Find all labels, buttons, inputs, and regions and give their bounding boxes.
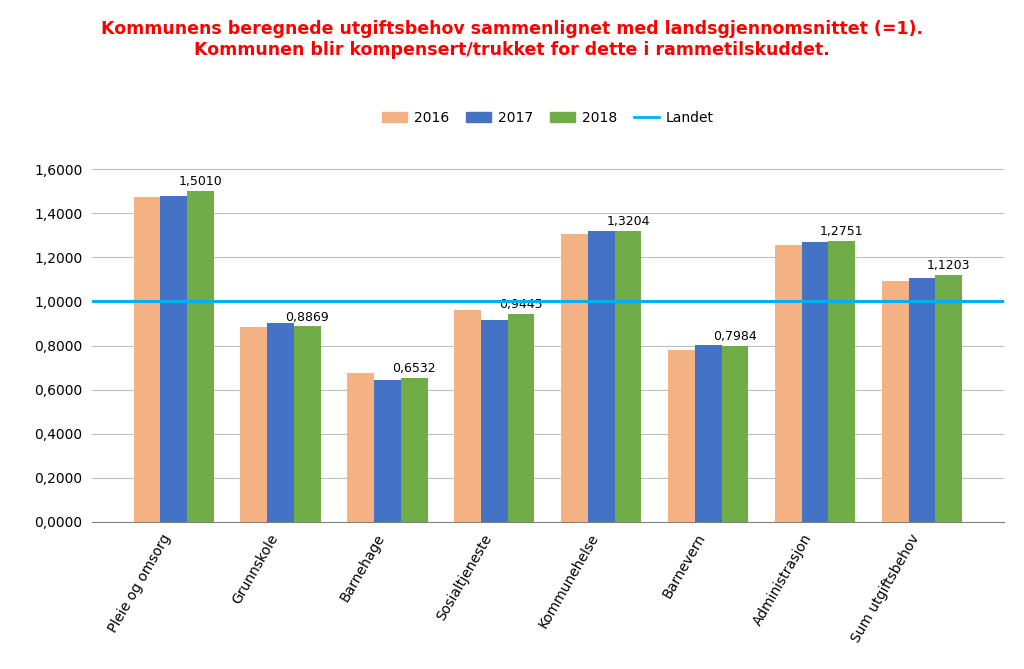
Bar [187, 191, 214, 522]
Bar [935, 275, 963, 522]
Bar [588, 231, 614, 522]
Text: 1,1203: 1,1203 [927, 259, 971, 272]
Bar [294, 326, 321, 522]
Text: 1,5010: 1,5010 [178, 175, 222, 188]
Bar [908, 278, 935, 522]
Bar [722, 346, 749, 522]
Text: Kommunens beregnede utgiftsbehov sammenlignet med landsgjennomsnittet (=1).
Komm: Kommunens beregnede utgiftsbehov sammenl… [101, 20, 923, 59]
Bar [455, 310, 481, 522]
Bar [802, 242, 828, 522]
Bar [374, 380, 400, 522]
Legend: 2016, 2017, 2018, Landet: 2016, 2017, 2018, Landet [377, 106, 719, 130]
Text: 0,8869: 0,8869 [286, 310, 329, 324]
Bar [267, 324, 294, 522]
Bar [347, 373, 374, 522]
Bar [241, 327, 267, 522]
Bar [508, 314, 535, 522]
Text: 1,3204: 1,3204 [606, 215, 650, 228]
Bar [668, 351, 695, 522]
Bar [133, 197, 161, 522]
Bar [481, 320, 508, 522]
Bar [161, 195, 187, 522]
Bar [561, 234, 588, 522]
Text: 0,9445: 0,9445 [500, 298, 543, 311]
Bar [614, 231, 641, 522]
Text: 0,7984: 0,7984 [713, 330, 757, 343]
Bar [400, 378, 428, 522]
Text: 1,2751: 1,2751 [820, 225, 863, 238]
Bar [828, 241, 855, 522]
Bar [882, 281, 908, 522]
Bar [695, 345, 722, 522]
Text: 0,6532: 0,6532 [392, 362, 436, 375]
Bar [775, 245, 802, 522]
